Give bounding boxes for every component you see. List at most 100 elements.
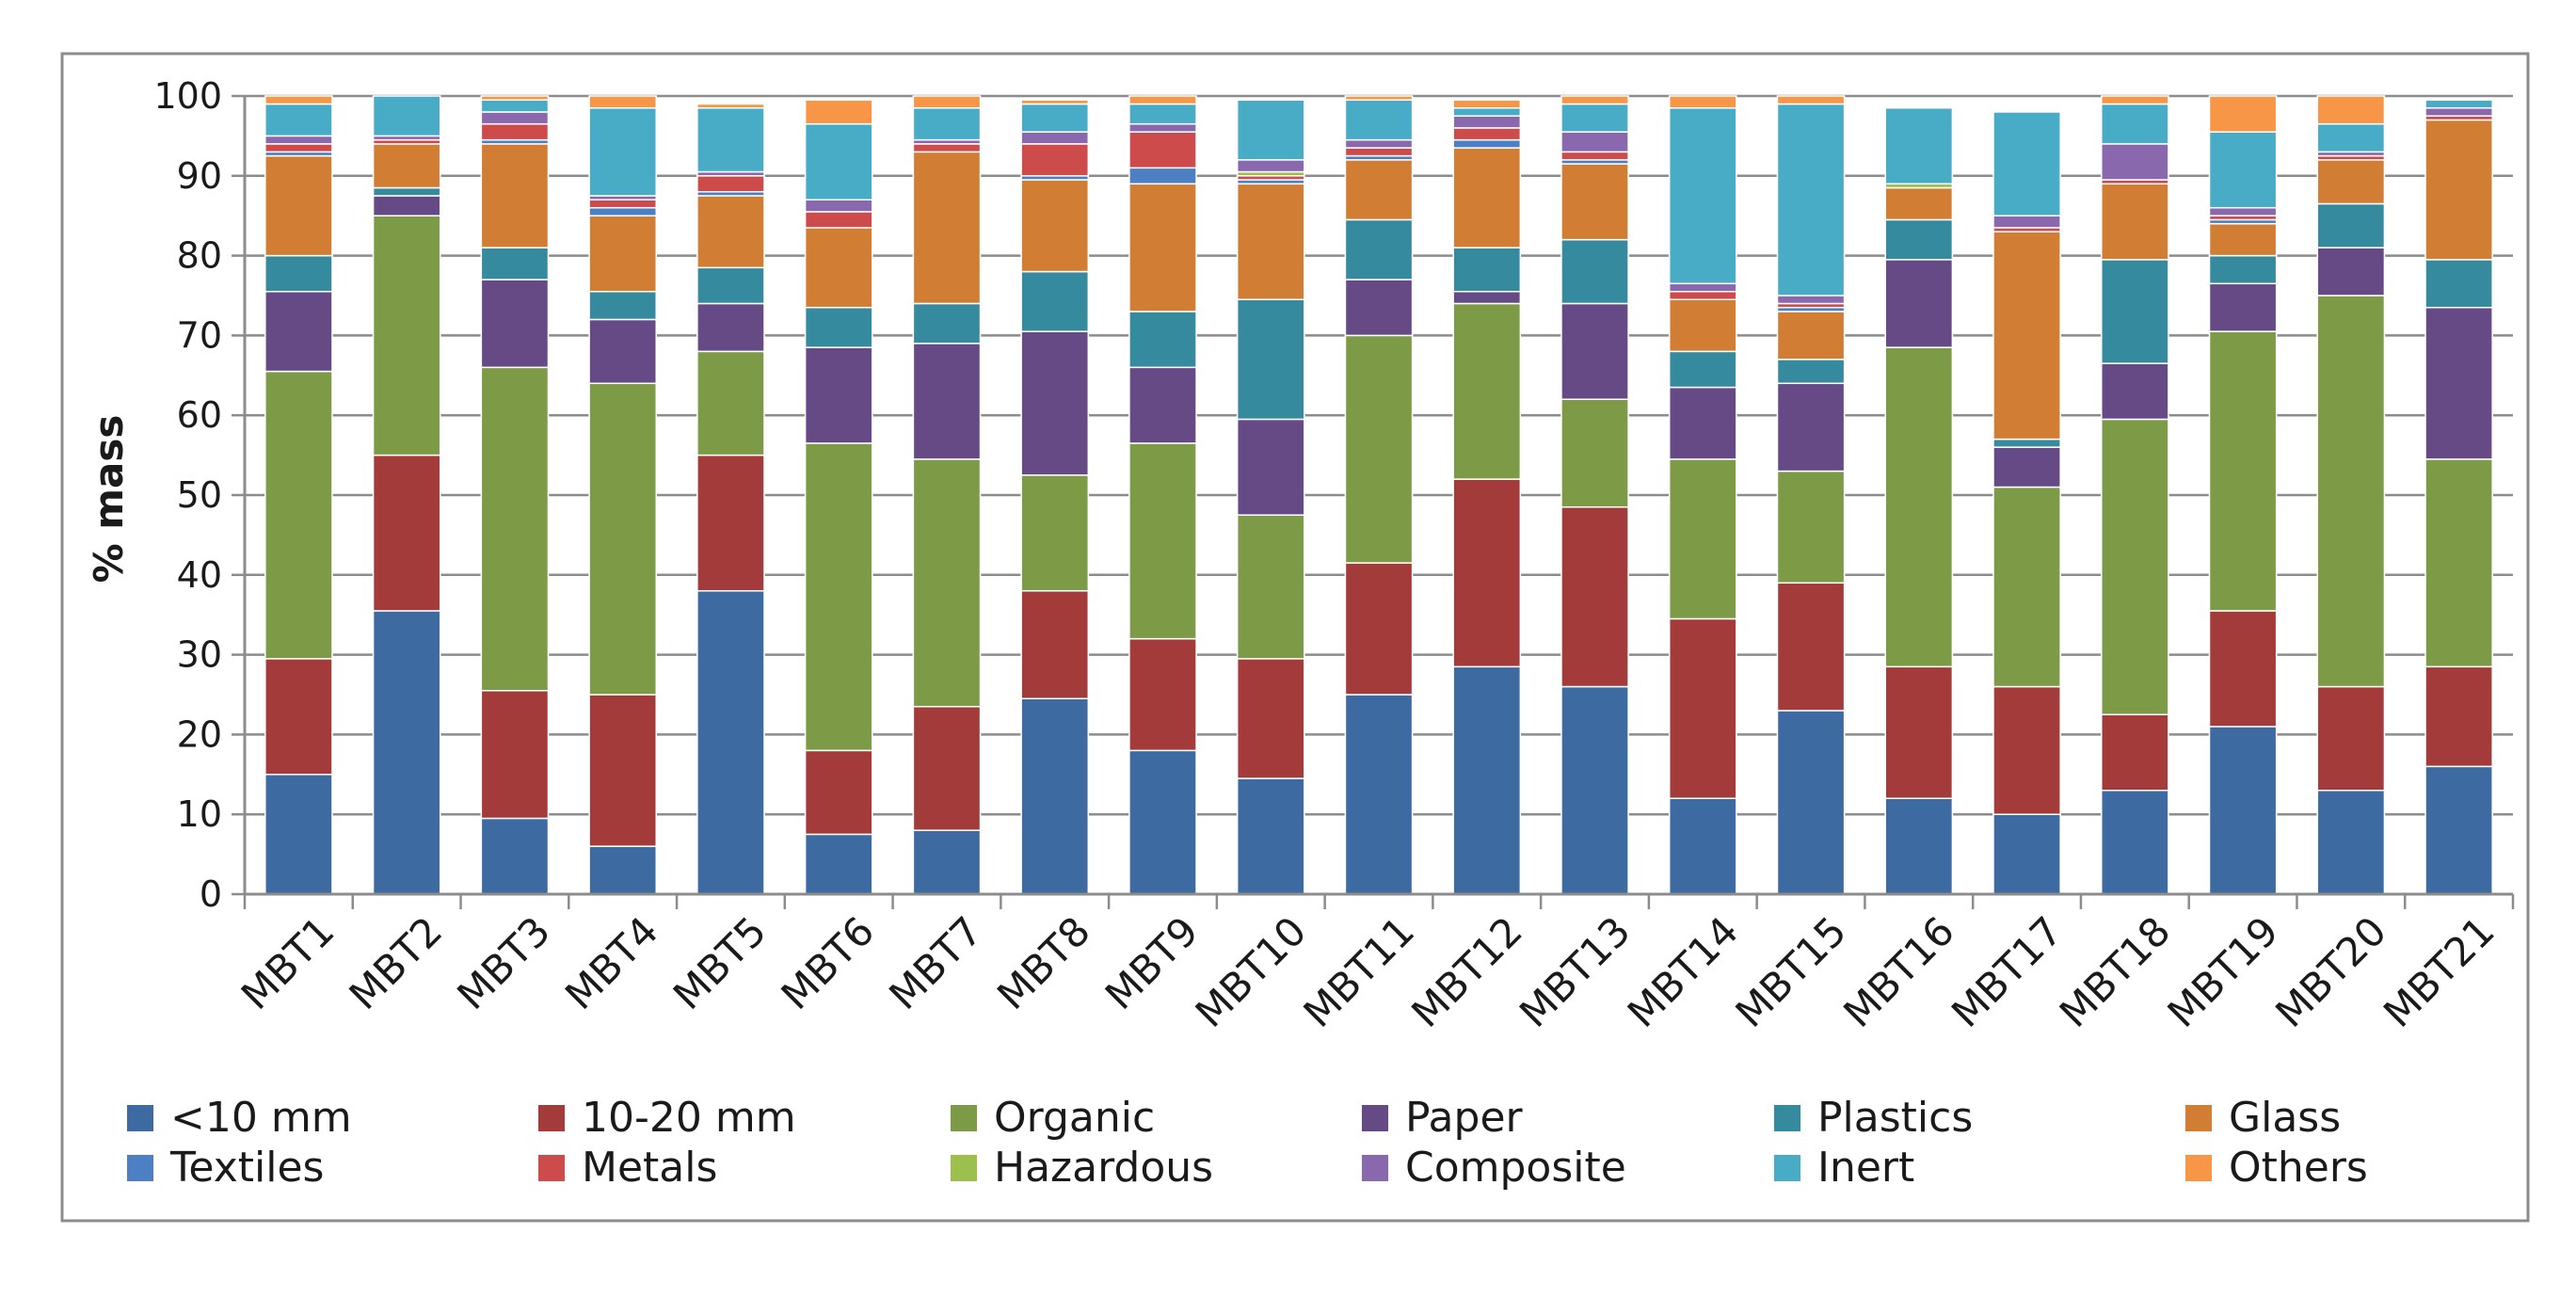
bar-segment [1452,247,1522,293]
bar-group-mbt8 [1020,99,1090,895]
bar-segment [912,302,982,344]
bar-segment [588,291,657,321]
bar-segment [264,254,333,293]
bar-segment [1992,438,2061,448]
bar-segment [264,143,333,153]
bar-segment [1236,658,1305,779]
bar-group-mbt15 [1776,95,1846,895]
bar-segment [480,143,550,248]
bar-segment [588,694,657,847]
bar-segment [912,829,982,895]
bar-group-mbt7 [912,95,982,895]
bar-group-mbt13 [1560,95,1629,895]
bar-segment [1776,295,1846,305]
bar-segment [1452,127,1522,141]
bar-segment [912,458,982,708]
legend-item: Textiles [127,1144,324,1192]
bar-segment [1020,270,1090,332]
bar-segment [804,99,873,125]
bar-segment [480,111,550,125]
bar-segment [2208,131,2278,209]
bar-segment [696,350,765,456]
legend-item: Metals [538,1144,717,1192]
bar-segment [2101,362,2169,421]
bar-group-mbt2 [372,95,441,895]
bar-segment [588,199,657,209]
bar-segment [1776,470,1846,584]
y-axis-title: % mass [86,415,132,584]
legend-item: Composite [1362,1144,1626,1192]
legend-label: Glass [2229,1094,2341,1142]
bar-segment [912,95,982,109]
bar-segment [2208,95,2278,133]
bar-segment [1128,167,1197,185]
bar-segment [264,154,333,257]
legend-swatch [1774,1105,1800,1131]
bar-segment [1020,131,1090,145]
bar-segment [264,370,333,660]
bar-segment [1236,99,1305,161]
legend-swatch [951,1105,977,1131]
bar-segment [372,454,441,612]
bar-segment [588,106,657,197]
bar-segment [912,151,982,305]
legend-swatch [538,1105,565,1131]
bar-segment [372,95,441,137]
legend-swatch [127,1155,153,1181]
bar-segment [2316,202,2386,248]
bar-segment [1560,163,1629,241]
bar-segment [1020,143,1090,177]
bar-segment [588,206,657,216]
bar-segment [1020,590,1090,699]
bar-segment [1776,311,1846,360]
bar-segment [1128,95,1197,105]
bar-segment [2208,330,2278,612]
bar-segment [2316,122,2386,153]
bar-segment [804,442,873,752]
bar-segment [2424,119,2493,261]
y-tick-label: 40 [177,554,222,596]
bar-segment [1344,562,1414,696]
bar-segment [1344,279,1414,337]
bar-segment [1668,291,1737,300]
bar-segment [588,845,657,895]
bar-group-mbt3 [480,95,550,895]
bar-segment [2101,418,2169,715]
bar-segment [1128,311,1197,369]
bar-segment [1344,694,1414,895]
legend-item: Paper [1362,1094,1524,1142]
bar-segment [2208,206,2278,216]
bar-segment [1884,259,1954,348]
bar-segment [804,199,873,213]
bar-segment [1992,486,2061,688]
bar-segment [1236,418,1305,516]
bar-segment [1236,298,1305,421]
bar-group-mbt11 [1344,95,1414,895]
bar-segment [1776,103,1846,296]
bar-segment [1560,302,1629,400]
bar-segment [1452,147,1522,248]
bar-segment [264,774,333,895]
bar-group-mbt4 [588,95,657,895]
bar-segment [1560,238,1629,305]
bar-segment [804,346,873,444]
bar-segment [588,95,657,109]
bar-segment [480,95,550,101]
y-tick-label: 0 [200,873,222,915]
legend-swatch [1362,1105,1388,1131]
bar-segment [1128,637,1197,752]
bar-segment [1128,442,1197,640]
axes [243,96,2515,909]
bar-segment [696,266,765,305]
bar-segment [1452,478,1522,668]
bar-group-mbt12 [1452,99,1522,895]
bar-segment [2208,282,2278,332]
bar-segment [1452,665,1522,895]
bar-segment [2208,254,2278,285]
bar-segment [1668,458,1737,620]
bar-segment [1668,350,1737,389]
bar-segment [1668,298,1737,353]
bar-segment [264,658,333,776]
bar-segment [264,103,333,137]
bar-segment [1236,159,1305,173]
